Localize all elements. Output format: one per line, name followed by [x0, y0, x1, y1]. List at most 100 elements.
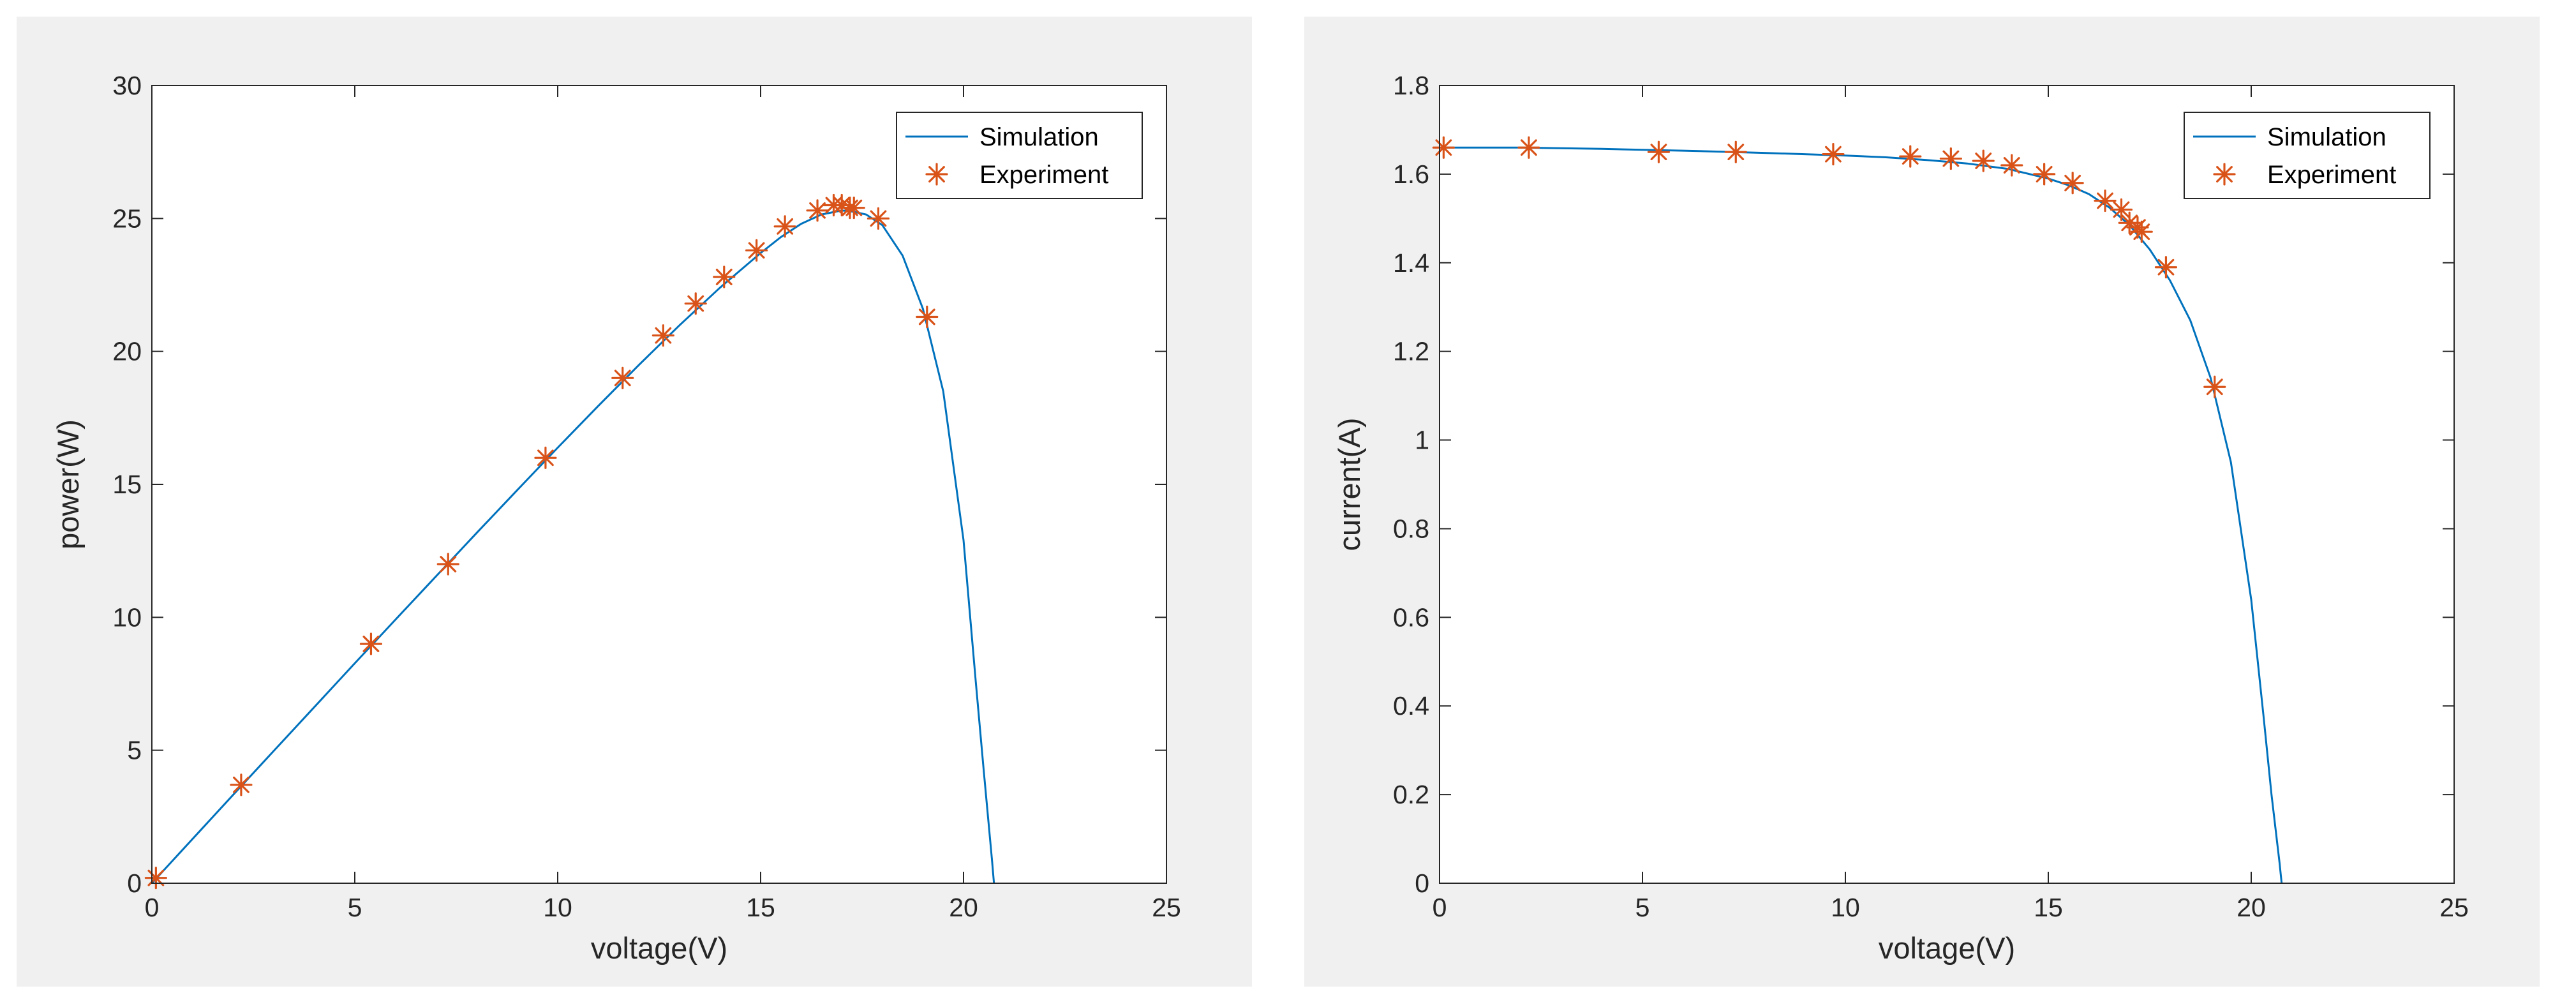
- experiment-point: [1517, 136, 1540, 159]
- experiment-point: [2094, 189, 2117, 213]
- legend-experiment-label: Experiment: [979, 161, 1108, 189]
- y-tick-label: 1.6: [1393, 160, 1429, 189]
- experiment-point: [1822, 143, 1845, 166]
- experiment-point: [1899, 145, 1922, 168]
- experiment-point: [806, 199, 829, 222]
- y-tick-label: 0.8: [1393, 514, 1429, 543]
- axes-frame: [1439, 85, 2455, 884]
- marker-stroke: [1521, 139, 1537, 156]
- x-tick-label: 15: [2034, 893, 2063, 922]
- experiment-point: [651, 324, 674, 347]
- x-axis-title: voltage(V): [591, 931, 727, 965]
- marker-stroke: [147, 869, 165, 886]
- marker-stroke: [687, 295, 704, 312]
- experiment-point: [2154, 256, 2178, 279]
- experiment-point: [230, 773, 253, 796]
- marker-stroke: [715, 269, 733, 285]
- marker-stroke: [655, 327, 672, 344]
- marker-stroke: [809, 202, 826, 219]
- y-tick-label: 15: [112, 470, 142, 499]
- experiment-point: [745, 239, 768, 262]
- x-tick-label: 20: [949, 893, 978, 922]
- x-tick-label: 10: [1831, 893, 1860, 922]
- y-tick-label: 30: [112, 71, 142, 100]
- experiment-point: [2130, 220, 2153, 243]
- marker-stroke: [2157, 258, 2175, 276]
- marker-stroke: [845, 199, 863, 216]
- simulation-series-line: [1440, 146, 2283, 884]
- marker-stroke: [537, 449, 554, 466]
- marker-stroke: [1942, 150, 1960, 167]
- y-tick-label: 10: [112, 602, 142, 632]
- experiment-point: [1432, 136, 1455, 159]
- y-tick-label: 0.6: [1393, 602, 1429, 632]
- legend-experiment-label: Experiment: [2267, 161, 2396, 189]
- y-tick-label: 1.2: [1393, 337, 1429, 366]
- axes-frame: [151, 85, 1167, 884]
- y-axis-title: current(A): [1332, 418, 1366, 551]
- plot-area: [152, 86, 1166, 883]
- experiment-point: [1939, 147, 1962, 170]
- marker-stroke: [777, 218, 794, 235]
- x-tick-label: 5: [1635, 893, 1650, 922]
- marker-stroke: [870, 210, 887, 227]
- marker-stroke: [233, 776, 249, 793]
- x-tick-label: 10: [543, 893, 572, 922]
- legend-simulation-label: Simulation: [2267, 123, 2386, 151]
- experiment-point: [773, 215, 796, 238]
- experiment-point: [2061, 172, 2084, 195]
- marker-stroke: [2003, 157, 2020, 174]
- experiment-point: [867, 207, 890, 230]
- experiment-point: [1647, 140, 1671, 163]
- experiment-point: [1724, 140, 1747, 163]
- current-voltage-figure: 0 5 10 15 20 25 0 0.2 0.4 0.6 0.8 1 1.2 1.4 1.6 1.8 volt…: [1304, 17, 2540, 987]
- experiment-point: [534, 446, 557, 469]
- y-tick-label: 0: [127, 869, 142, 898]
- x-axis-title: voltage(V): [1879, 931, 2015, 965]
- x-tick-label: 20: [2237, 893, 2266, 922]
- experiment-point: [359, 632, 383, 655]
- y-tick-label: 1: [1415, 426, 1429, 455]
- experiment-point: [916, 305, 939, 329]
- marker-stroke: [2206, 378, 2223, 396]
- power-voltage-figure: 0 5 10 15 20 25 0 5 10 15 20 25 30 voltage(V) power(W)…: [17, 17, 1252, 987]
- y-tick-label: 5: [127, 736, 142, 765]
- marker-stroke: [1650, 144, 1667, 161]
- marker-stroke: [362, 636, 380, 652]
- marker-stroke: [614, 369, 631, 387]
- marker-stroke: [2036, 165, 2053, 183]
- marker-stroke: [440, 556, 457, 572]
- marker-stroke: [2133, 223, 2150, 241]
- experiment-point: [684, 292, 707, 315]
- marker-stroke: [928, 166, 945, 183]
- x-tick-label: 5: [348, 893, 362, 922]
- experiment-point: [2033, 163, 2056, 186]
- marker-stroke: [2121, 214, 2138, 232]
- x-tick-label: 25: [1152, 893, 1181, 922]
- y-tick-label: 25: [112, 204, 142, 233]
- marker-stroke: [1435, 139, 1452, 156]
- experiment-point: [2203, 375, 2226, 398]
- experiment-point: [2000, 154, 2023, 177]
- x-tick-label: 0: [1433, 893, 1447, 922]
- y-tick-label: 1.8: [1393, 71, 1429, 100]
- current-voltage-chart: 0 5 10 15 20 25 0 0.2 0.4 0.6 0.8 1 1.2 1.4 1.6 1.8 volt…: [1332, 71, 2469, 965]
- marker-stroke: [1825, 146, 1842, 163]
- marker-stroke: [748, 242, 765, 259]
- experiment-point: [144, 867, 167, 890]
- legend-experiment-swatch: [2213, 163, 2236, 186]
- experiment-point: [713, 265, 736, 288]
- x-tick-label: 15: [746, 893, 775, 922]
- legend-experiment-swatch: [925, 163, 948, 186]
- plot-area: [1440, 86, 2454, 883]
- y-tick-label: 20: [112, 337, 142, 366]
- experiment-point: [842, 197, 865, 220]
- y-tick-label: 0.2: [1393, 780, 1429, 809]
- y-tick-label: 0: [1415, 869, 1429, 898]
- marker-stroke: [2216, 166, 2233, 183]
- marker-stroke: [918, 308, 935, 325]
- experiment-point: [611, 366, 634, 389]
- y-axis-title: power(W): [51, 419, 85, 549]
- experiment-point: [2110, 198, 2133, 221]
- experiment-point: [1972, 149, 1995, 172]
